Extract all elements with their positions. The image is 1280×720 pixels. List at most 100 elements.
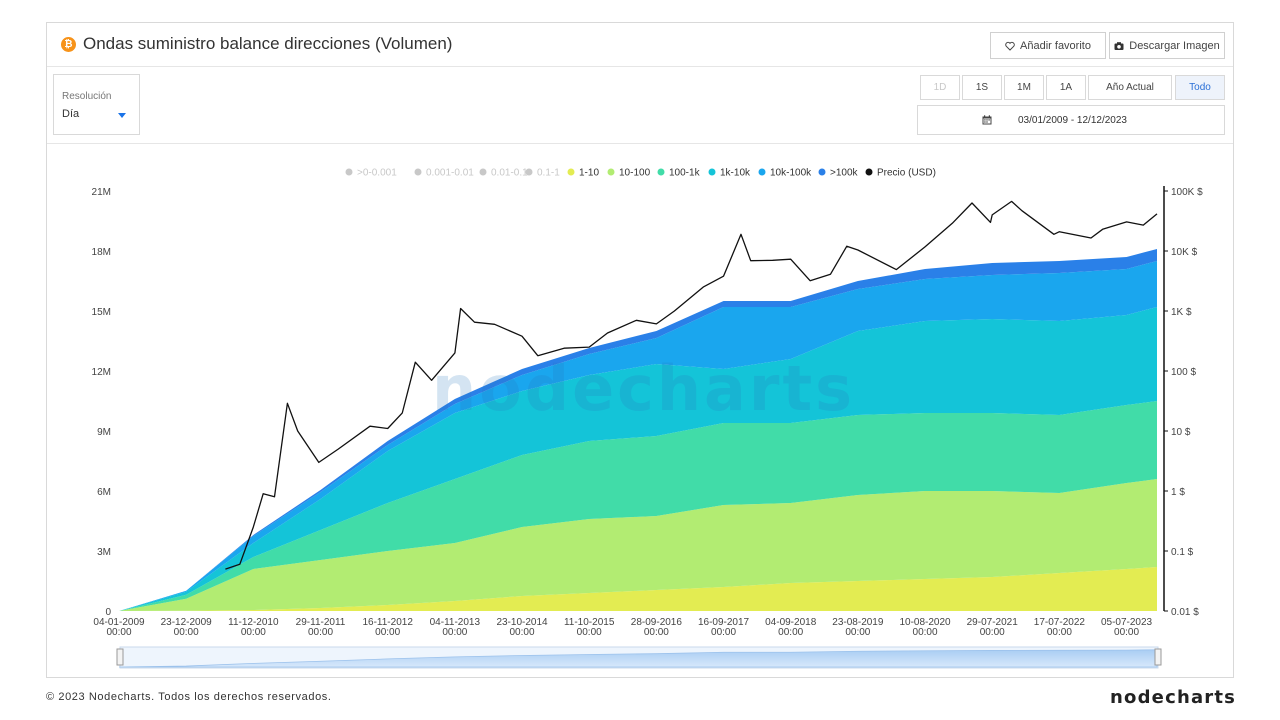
legend-label: >100k — [830, 168, 859, 179]
legend-marker — [657, 168, 665, 176]
legend-label: 10-100 — [619, 168, 651, 179]
bitcoin-icon: ₿ — [61, 37, 76, 52]
y-right-tick-label: 10 $ — [1171, 427, 1191, 438]
stacked-areas — [119, 249, 1157, 611]
x-tick-label: 29-11-2011 — [296, 617, 346, 628]
divider — [47, 143, 1233, 144]
price-line — [225, 200, 1158, 570]
legend-label: >0-0.001 — [357, 168, 397, 179]
area-10k-100k — [119, 261, 1157, 611]
x-tick-time: 00:00 — [577, 627, 602, 638]
download-image-label: Descargar Imagen — [1129, 39, 1220, 52]
range-button-1a[interactable]: 1A — [1046, 75, 1086, 100]
legend-label: 1-10 — [579, 168, 599, 179]
legend-item[interactable]: 10-100 — [607, 168, 651, 179]
legend-marker — [567, 168, 575, 176]
navigator-handle-left[interactable] — [116, 648, 124, 666]
range-button-all[interactable]: Todo — [1175, 75, 1225, 100]
x-tick-time: 00:00 — [510, 627, 535, 638]
legend-label: Precio (USD) — [877, 168, 936, 179]
legend-marker — [607, 168, 615, 176]
date-range-picker[interactable]: 03/01/2009 - 12/12/2023 — [917, 105, 1225, 135]
legend-marker — [708, 168, 716, 176]
x-tick-label: 23-12-2009 — [161, 617, 213, 628]
x-tick-label: 04-01-2009 — [93, 617, 145, 628]
x-tick-time: 00:00 — [1047, 627, 1072, 638]
x-tick-label: 23-10-2014 — [496, 617, 548, 628]
caret-down-icon — [118, 113, 126, 118]
x-tick-time: 00:00 — [711, 627, 736, 638]
legend-item[interactable]: Precio (USD) — [865, 168, 936, 179]
legend-marker — [525, 168, 533, 176]
x-tick-time: 00:00 — [913, 627, 938, 638]
x-tick-time: 00:00 — [845, 627, 870, 638]
y-left-tick-label: 21M — [92, 187, 111, 198]
legend-marker — [865, 168, 873, 176]
y-left-tick-label: 15M — [92, 307, 111, 318]
chart-legend: >0-0.001 0.001-0.01 0.01-0.1 0.1-1 1-10 10-10… — [345, 168, 936, 179]
copyright-text: © 2023 Nodecharts. Todos los derechos re… — [46, 691, 332, 703]
legend-label: 100-1k — [669, 168, 701, 179]
legend-item[interactable]: 10k-100k — [758, 168, 813, 179]
legend-item[interactable]: 100-1k — [657, 168, 701, 179]
resolution-selector: Resolución Día — [53, 74, 140, 135]
y-left-tick-label: 12M — [92, 367, 111, 378]
date-range-text: 03/01/2009 - 12/12/2023 — [1018, 115, 1127, 126]
y-left-tick-label: 0 — [105, 607, 111, 618]
area-100-1k — [119, 401, 1157, 611]
legend-item[interactable]: 0.001-0.01 — [414, 168, 475, 179]
x-tick-time: 00:00 — [174, 627, 199, 638]
y-left-tick-label: 18M — [92, 247, 111, 258]
x-tick-time: 00:00 — [375, 627, 400, 638]
x-tick-time: 00:00 — [106, 627, 131, 638]
range-button-1d[interactable]: 1D — [920, 75, 960, 100]
y-right-tick-label: 100 $ — [1171, 367, 1196, 378]
x-tick-label: 28-09-2016 — [631, 617, 683, 628]
x-tick-time: 00:00 — [980, 627, 1005, 638]
camera-icon — [1114, 41, 1124, 50]
area-10-100 — [119, 479, 1157, 611]
download-image-button[interactable]: Descargar Imagen — [1109, 32, 1225, 59]
legend-label: 0.01-0.1 — [491, 168, 528, 179]
range-button-1s[interactable]: 1S — [962, 75, 1002, 100]
x-tick-time: 00:00 — [308, 627, 333, 638]
legend-item[interactable]: 1-10 — [567, 168, 600, 179]
x-tick-label: 23-08-2019 — [832, 617, 884, 628]
x-tick-time: 00:00 — [1114, 627, 1139, 638]
resolution-dropdown[interactable]: Día — [62, 108, 130, 124]
x-tick-label: 29-07-2021 — [967, 617, 1019, 628]
legend-item[interactable]: 0.01-0.1 — [479, 168, 529, 179]
navigator-series — [118, 649, 1158, 668]
heart-icon — [1005, 41, 1015, 51]
legend-marker — [479, 168, 487, 176]
area-1k-10k — [119, 307, 1157, 611]
x-axis: 04-01-200900:0023-12-200900:0011-12-2010… — [93, 617, 1152, 638]
y-left-tick-label: 6M — [97, 487, 111, 498]
legend-item[interactable]: >0-0.001 — [345, 168, 398, 179]
y-right-tick-label: 0.01 $ — [1171, 607, 1199, 618]
legend-item[interactable]: >100k — [818, 168, 859, 179]
x-tick-label: 05-07-2023 — [1101, 617, 1153, 628]
y-right-tick-label: 1K $ — [1171, 307, 1192, 318]
x-tick-label: 10-08-2020 — [899, 617, 951, 628]
y-right-tick-label: 10K $ — [1171, 247, 1198, 258]
range-button-current-year[interactable]: Año Actual — [1088, 75, 1172, 100]
y-right-tick-label: 1 $ — [1171, 487, 1185, 498]
resolution-label: Resolución — [62, 91, 112, 102]
resolution-value: Día — [62, 108, 80, 120]
x-tick-label: 16-09-2017 — [698, 617, 750, 628]
y-right-tick-label: 100K $ — [1171, 187, 1203, 198]
add-favorite-button[interactable]: Añadir favorito — [990, 32, 1106, 59]
legend-item[interactable]: 0.1-1 — [525, 168, 561, 179]
y-left-tick-label: 9M — [97, 427, 111, 438]
range-navigator[interactable] — [116, 646, 1162, 669]
x-tick-label: 04-09-2018 — [765, 617, 817, 628]
page-title: Ondas suministro balance direcciones (Vo… — [83, 34, 453, 53]
navigator-handle-right[interactable] — [1154, 648, 1162, 666]
x-tick-time: 00:00 — [644, 627, 669, 638]
legend-item[interactable]: 1k-10k — [708, 168, 752, 179]
range-button-1m[interactable]: 1M — [1004, 75, 1044, 100]
x-tick-label: 17-07-2022 — [1034, 617, 1086, 628]
x-tick-label: 16-11-2012 — [362, 617, 413, 628]
